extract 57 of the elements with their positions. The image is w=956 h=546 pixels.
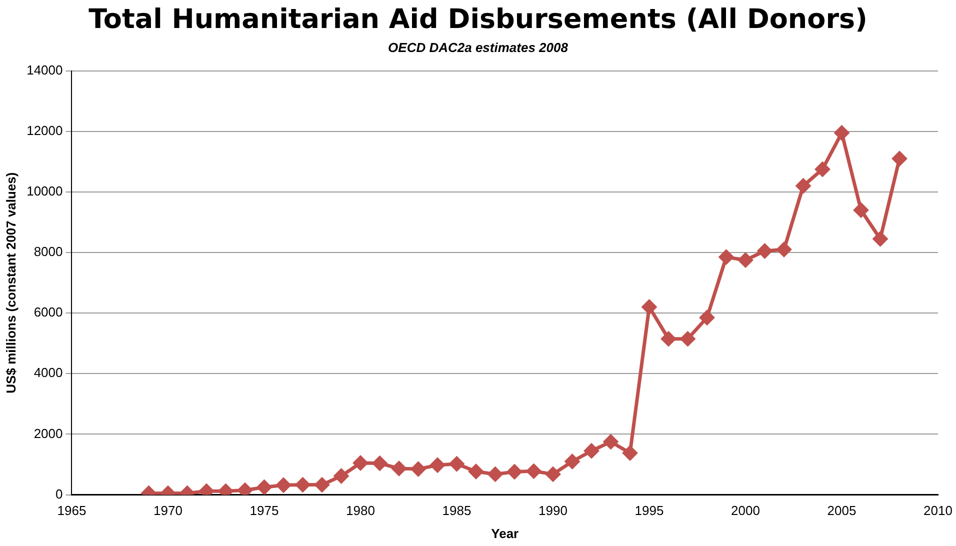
point [834,126,849,140]
y-tick-label: 12000 [26,122,63,138]
point [854,202,868,218]
x-tick-label: 1990 [538,503,568,518]
point [468,464,484,479]
x-tick-label: 2005 [827,503,856,518]
point [411,462,426,476]
point [488,466,502,482]
point [584,444,599,458]
x-axis-title: Year [491,526,519,541]
y-tick-label: 14000 [26,62,63,78]
y-tick-label: 4000 [34,365,63,380]
point [372,456,387,471]
point [238,483,252,495]
x-tick-label: 1975 [250,503,279,518]
chart-subtitle: OECD DAC2a estimates 2008 [387,40,569,55]
point [700,310,714,325]
x-tick-label: 1980 [346,503,375,518]
point [622,446,638,460]
point [642,300,656,314]
point [815,162,830,176]
point [873,232,888,246]
y-tick-label: 8000 [34,244,63,260]
point [758,244,772,258]
y-tick-label: 0 [56,486,63,502]
point [296,478,310,492]
y-tick-label: 2000 [34,426,63,441]
point [276,478,291,492]
x-tick-label: 1965 [57,503,86,518]
point [565,454,580,469]
point [776,242,792,257]
x-tick-label: 2010 [924,503,952,518]
x-tick-label: 1985 [442,503,472,518]
point [257,480,272,494]
point [450,456,464,472]
x-tick-label: 1995 [634,503,664,518]
y-axis-title: US$ millions (constant 2007 values) [3,172,18,394]
point [680,332,695,346]
x-tick-label: 2000 [731,503,760,518]
point [796,178,810,194]
point [738,252,753,268]
point [314,478,330,492]
point [546,466,560,482]
point [604,434,618,450]
chart-title: Total Humanitarian Aid Disbursements (All Donors) [88,4,868,35]
point [661,332,676,346]
point [526,464,541,478]
point [334,468,348,484]
y-tick-label: 6000 [34,304,63,320]
y-tick-label: 10000 [26,184,63,199]
point [430,458,445,472]
point [719,250,734,264]
x-tick-label: 1970 [154,503,182,518]
point [392,461,406,476]
point [892,151,907,166]
point [353,456,368,470]
point [507,464,522,480]
